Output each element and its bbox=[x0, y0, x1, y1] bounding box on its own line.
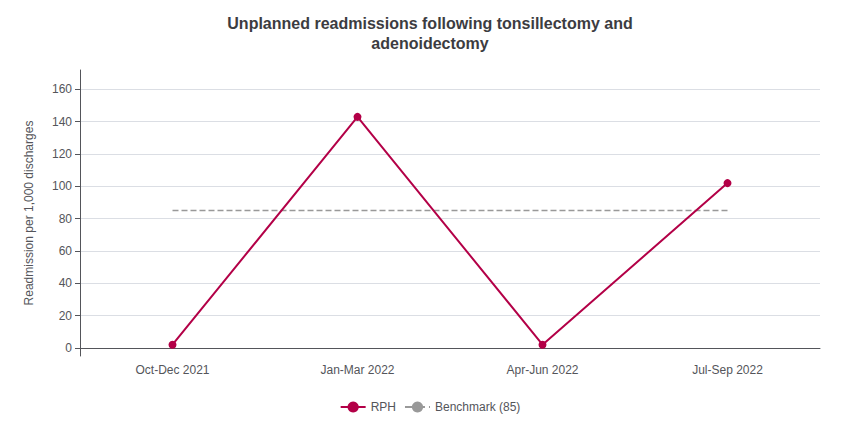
svg-text:Oct-Dec 2021: Oct-Dec 2021 bbox=[135, 363, 209, 377]
svg-text:120: 120 bbox=[52, 147, 72, 161]
svg-text:100: 100 bbox=[52, 179, 72, 193]
svg-text:Jul-Sep 2022: Jul-Sep 2022 bbox=[692, 363, 763, 377]
svg-text:160: 160 bbox=[52, 82, 72, 96]
svg-text:Readmission per 1,000 discharg: Readmission per 1,000 discharges bbox=[22, 121, 36, 306]
svg-text:Benchmark (85): Benchmark (85) bbox=[435, 400, 520, 414]
svg-text:Jan-Mar 2022: Jan-Mar 2022 bbox=[320, 363, 394, 377]
svg-text:adenoidectomy: adenoidectomy bbox=[371, 35, 488, 52]
svg-text:Apr-Jun 2022: Apr-Jun 2022 bbox=[506, 363, 578, 377]
svg-text:RPH: RPH bbox=[371, 400, 396, 414]
svg-text:Unplanned readmissions followi: Unplanned readmissions following tonsill… bbox=[227, 15, 632, 32]
svg-text:60: 60 bbox=[59, 244, 73, 258]
svg-text:80: 80 bbox=[59, 212, 73, 226]
svg-text:40: 40 bbox=[59, 276, 73, 290]
svg-text:0: 0 bbox=[65, 341, 72, 355]
svg-text:20: 20 bbox=[59, 309, 73, 323]
svg-text:140: 140 bbox=[52, 115, 72, 129]
